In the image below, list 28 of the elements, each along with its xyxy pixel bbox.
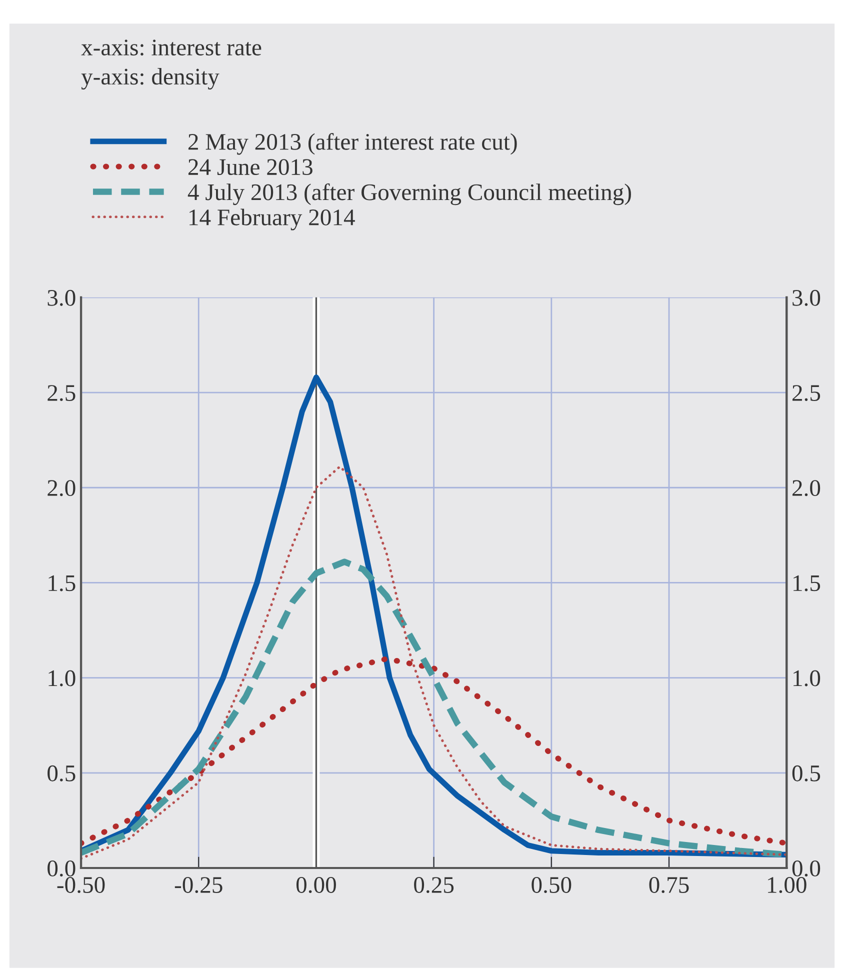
- y-tick-label: 2.5: [48, 385, 76, 402]
- y2-tick-label: 1.0: [794, 670, 820, 686]
- legend-label: 14 February 2014: [190, 208, 355, 230]
- y2-tick-label: 0.5: [792, 765, 820, 782]
- legend-label: 4 July 2013 (after Governing Council meeting): [188, 183, 631, 206]
- y2-tick-label: 2.5: [792, 385, 820, 402]
- x-tick-label: -0.50: [57, 877, 105, 894]
- x-tick-label: 0.00: [296, 877, 336, 894]
- y-tick-label: 3.0: [48, 290, 76, 306]
- y-tick-label: 1.0: [48, 670, 76, 686]
- y2-tick-label: 3.0: [792, 290, 820, 306]
- y-tick-label: 0.0: [48, 860, 76, 877]
- x-tick-label: 0.75: [649, 877, 689, 894]
- line-series: [81, 465, 787, 860]
- text: x-axis: interest rate: [81, 40, 262, 56]
- legend-label: 24 June 2013: [188, 159, 312, 176]
- x-tick-label: 0.50: [532, 877, 572, 894]
- legend-label: 2 May 2013 (after interest rate cut): [188, 133, 517, 155]
- y2-tick-label: 0.0: [792, 860, 820, 877]
- y2-tick-label: 1.5: [794, 575, 820, 592]
- x-tick-label: -0.25: [174, 877, 222, 894]
- text: y-axis: density: [81, 68, 220, 90]
- y2-tick-label: 2.0: [792, 480, 820, 496]
- y-tick-label: 1.5: [48, 575, 76, 592]
- y-tick-label: 2.0: [48, 480, 76, 496]
- x-tick-label: 0.25: [414, 877, 454, 894]
- x-tick-label: 1.00: [768, 877, 806, 894]
- y-tick-label: 0.5: [48, 765, 76, 782]
